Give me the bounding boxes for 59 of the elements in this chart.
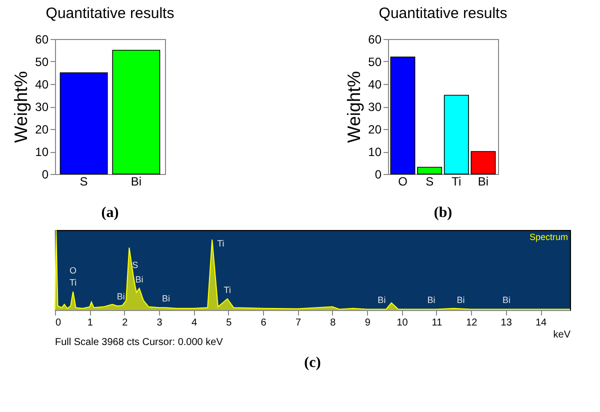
x-tick-label: 3 [156, 318, 163, 328]
annotation: Bi [135, 274, 144, 284]
x-tick-label: 6 [260, 318, 267, 328]
bar [390, 56, 416, 174]
x-tick-label: 14 [535, 318, 548, 328]
y-tick-label: 40 [35, 78, 49, 92]
y-tick-label: 20 [35, 122, 49, 136]
x-tick-label: Ti [452, 174, 462, 188]
chart-title: Quantitative results [378, 5, 508, 22]
text: Spectrum [529, 232, 568, 242]
x-tick-label: 1 [87, 318, 94, 328]
y-tick-label: 10 [368, 145, 382, 159]
annotation: Ti [69, 278, 77, 288]
x-tick-label: S [80, 174, 88, 188]
x-tick-label: 11 [432, 318, 443, 328]
annotation: Ti [224, 284, 231, 295]
text: (c) [304, 355, 321, 371]
x-tick-label: S [426, 174, 434, 188]
annotation: Bi [427, 295, 436, 306]
annotation: Bi [378, 295, 386, 306]
x-tick-label: 0 [56, 318, 62, 328]
x-tick-label: O [398, 174, 408, 188]
bar [417, 166, 442, 174]
x-tick-label: 12 [466, 318, 478, 328]
y-tick-label: 40 [368, 78, 382, 92]
annotation: Bi [116, 292, 125, 302]
text: (a) [101, 205, 119, 221]
y-tick-label: 30 [35, 100, 49, 114]
x-tick-label: 8 [330, 318, 336, 328]
x-tick-label: 10 [396, 318, 408, 328]
y-tick-label: 50 [368, 55, 382, 69]
x-tick-label: Bi [478, 174, 489, 188]
y-tick-label: 10 [35, 145, 49, 159]
y-tick-label: 60 [368, 32, 382, 46]
annotation: Ti [217, 238, 224, 249]
y-axis-title: Weight% [11, 71, 32, 143]
y-tick-label: 30 [368, 100, 382, 114]
text: (b) [434, 205, 452, 221]
annotation: Bi [456, 294, 465, 305]
y-tick-label: 60 [35, 32, 49, 46]
annotation: Bi [162, 294, 170, 304]
bar [470, 151, 496, 174]
x-tick-label: 13 [500, 318, 512, 328]
y-tick-label: 50 [35, 55, 49, 69]
x-axis-title: keV [553, 330, 571, 340]
y-axis-title: Weight% [344, 71, 364, 143]
x-tick-label: 7 [295, 318, 302, 328]
bar [444, 94, 469, 174]
x-tick-label: 2 [122, 318, 128, 328]
x-tick-label: 5 [226, 318, 232, 328]
annotation: O [70, 266, 77, 276]
y-tick-label: 20 [368, 122, 382, 136]
annotation: Bi [502, 295, 511, 306]
chart-title: Quantitative results [46, 5, 174, 22]
x-tick-label: 9 [364, 318, 371, 328]
x-tick-label: 4 [191, 318, 198, 328]
x-tick-label: Bi [130, 174, 142, 188]
annotation: S [132, 260, 138, 270]
text: Full Scale 3968 cts Cursor: 0.000 keV [55, 337, 224, 348]
